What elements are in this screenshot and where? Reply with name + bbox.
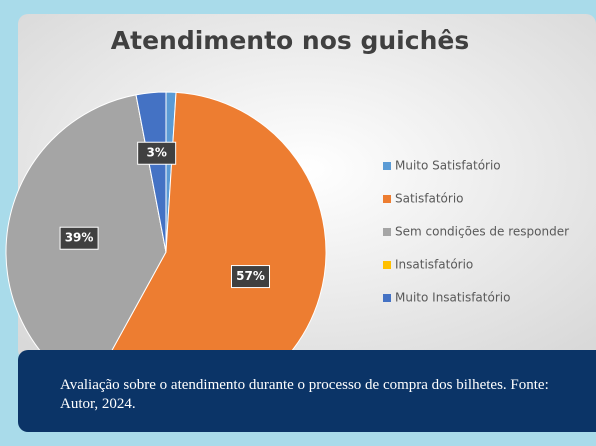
data-label: 57%	[236, 269, 265, 283]
legend-swatch	[383, 195, 391, 203]
data-label: 39%	[65, 231, 94, 245]
legend-swatch	[383, 294, 391, 302]
pie: 57% 39% 3%	[5, 91, 327, 413]
legend-swatch	[383, 162, 391, 170]
data-label-box	[137, 141, 177, 165]
chart-title: Atendimento nos guichês	[111, 26, 469, 55]
data-label-box	[231, 265, 271, 289]
legend-swatch	[383, 261, 391, 269]
legend: Muito Satisfatório Satisfatório Sem condiç…	[383, 159, 569, 305]
legend-label: Muito Satisfatório	[395, 159, 501, 173]
data-label: 3%	[146, 146, 166, 160]
legend-label: Muito Insatisfatório	[395, 291, 510, 305]
pie-slice	[135, 91, 167, 253]
legend-label: Insatisfatório	[395, 258, 473, 272]
legend-swatch	[383, 228, 391, 236]
data-label-box	[59, 226, 99, 250]
legend-label: Sem condições de responder	[395, 225, 569, 239]
legend-label: Satisfatório	[395, 192, 464, 206]
caption: Avaliação sobre o atendimento durante o …	[18, 350, 596, 432]
